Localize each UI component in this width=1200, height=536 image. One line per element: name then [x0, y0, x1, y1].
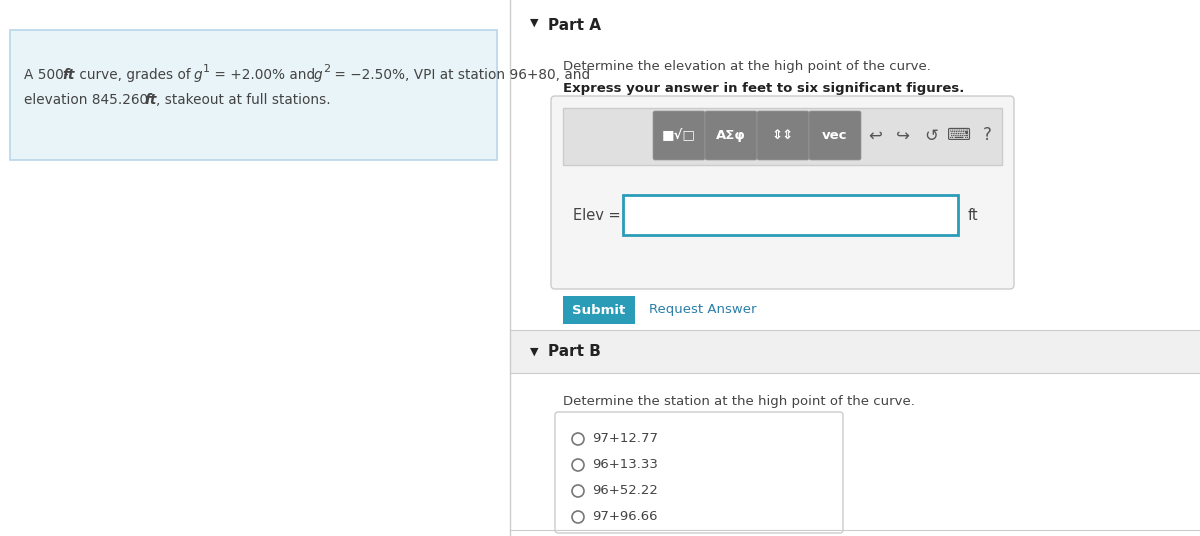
Text: ■√□: ■√□	[662, 129, 696, 142]
Text: g: g	[314, 68, 323, 82]
FancyBboxPatch shape	[757, 111, 809, 160]
Text: ⌨: ⌨	[947, 126, 971, 145]
Text: 97+96.66: 97+96.66	[592, 510, 658, 524]
Text: 1: 1	[203, 64, 210, 74]
Text: A 500-: A 500-	[24, 68, 68, 82]
Text: , stakeout at full stations.: , stakeout at full stations.	[156, 93, 331, 107]
Text: = −2.50%, VPI at station 96+80, and: = −2.50%, VPI at station 96+80, and	[330, 68, 590, 82]
Text: Determine the elevation at the high point of the curve.: Determine the elevation at the high poin…	[563, 60, 931, 73]
FancyBboxPatch shape	[706, 111, 757, 160]
Text: Request Answer: Request Answer	[649, 303, 756, 316]
Text: ⇕⇕: ⇕⇕	[772, 129, 794, 142]
FancyBboxPatch shape	[10, 30, 497, 160]
Text: Part A: Part A	[548, 18, 601, 33]
Text: ft: ft	[62, 68, 74, 82]
Text: Elev =: Elev =	[574, 207, 620, 222]
Text: vec: vec	[822, 129, 847, 142]
Text: 96+13.33: 96+13.33	[592, 458, 658, 472]
Text: Express your answer in feet to six significant figures.: Express your answer in feet to six signi…	[563, 82, 965, 95]
FancyBboxPatch shape	[563, 108, 1002, 165]
Text: Determine the station at the high point of the curve.: Determine the station at the high point …	[563, 395, 914, 408]
Text: ↪: ↪	[896, 126, 910, 145]
Text: Submit: Submit	[572, 303, 625, 316]
FancyBboxPatch shape	[653, 111, 706, 160]
Text: ?: ?	[983, 126, 991, 145]
Text: Part B: Part B	[548, 344, 601, 359]
Text: ▼: ▼	[530, 18, 539, 28]
Text: ft: ft	[968, 207, 979, 222]
Text: ↩: ↩	[868, 126, 882, 145]
FancyBboxPatch shape	[551, 96, 1014, 289]
Text: = +2.00% and: = +2.00% and	[210, 68, 319, 82]
Text: elevation 845.260: elevation 845.260	[24, 93, 152, 107]
FancyBboxPatch shape	[809, 111, 862, 160]
Text: ▼: ▼	[530, 346, 539, 356]
Text: 96+52.22: 96+52.22	[592, 485, 658, 497]
Text: AΣφ: AΣφ	[716, 129, 746, 142]
Text: 2: 2	[323, 64, 330, 74]
Text: 97+12.77: 97+12.77	[592, 433, 658, 445]
Text: ↺: ↺	[924, 126, 938, 145]
FancyBboxPatch shape	[554, 412, 842, 533]
Bar	[510, 330, 1200, 373]
Text: curve, grades of: curve, grades of	[74, 68, 194, 82]
Text: ft: ft	[144, 93, 156, 107]
FancyBboxPatch shape	[563, 296, 635, 324]
FancyBboxPatch shape	[623, 195, 958, 235]
Text: g: g	[194, 68, 203, 82]
